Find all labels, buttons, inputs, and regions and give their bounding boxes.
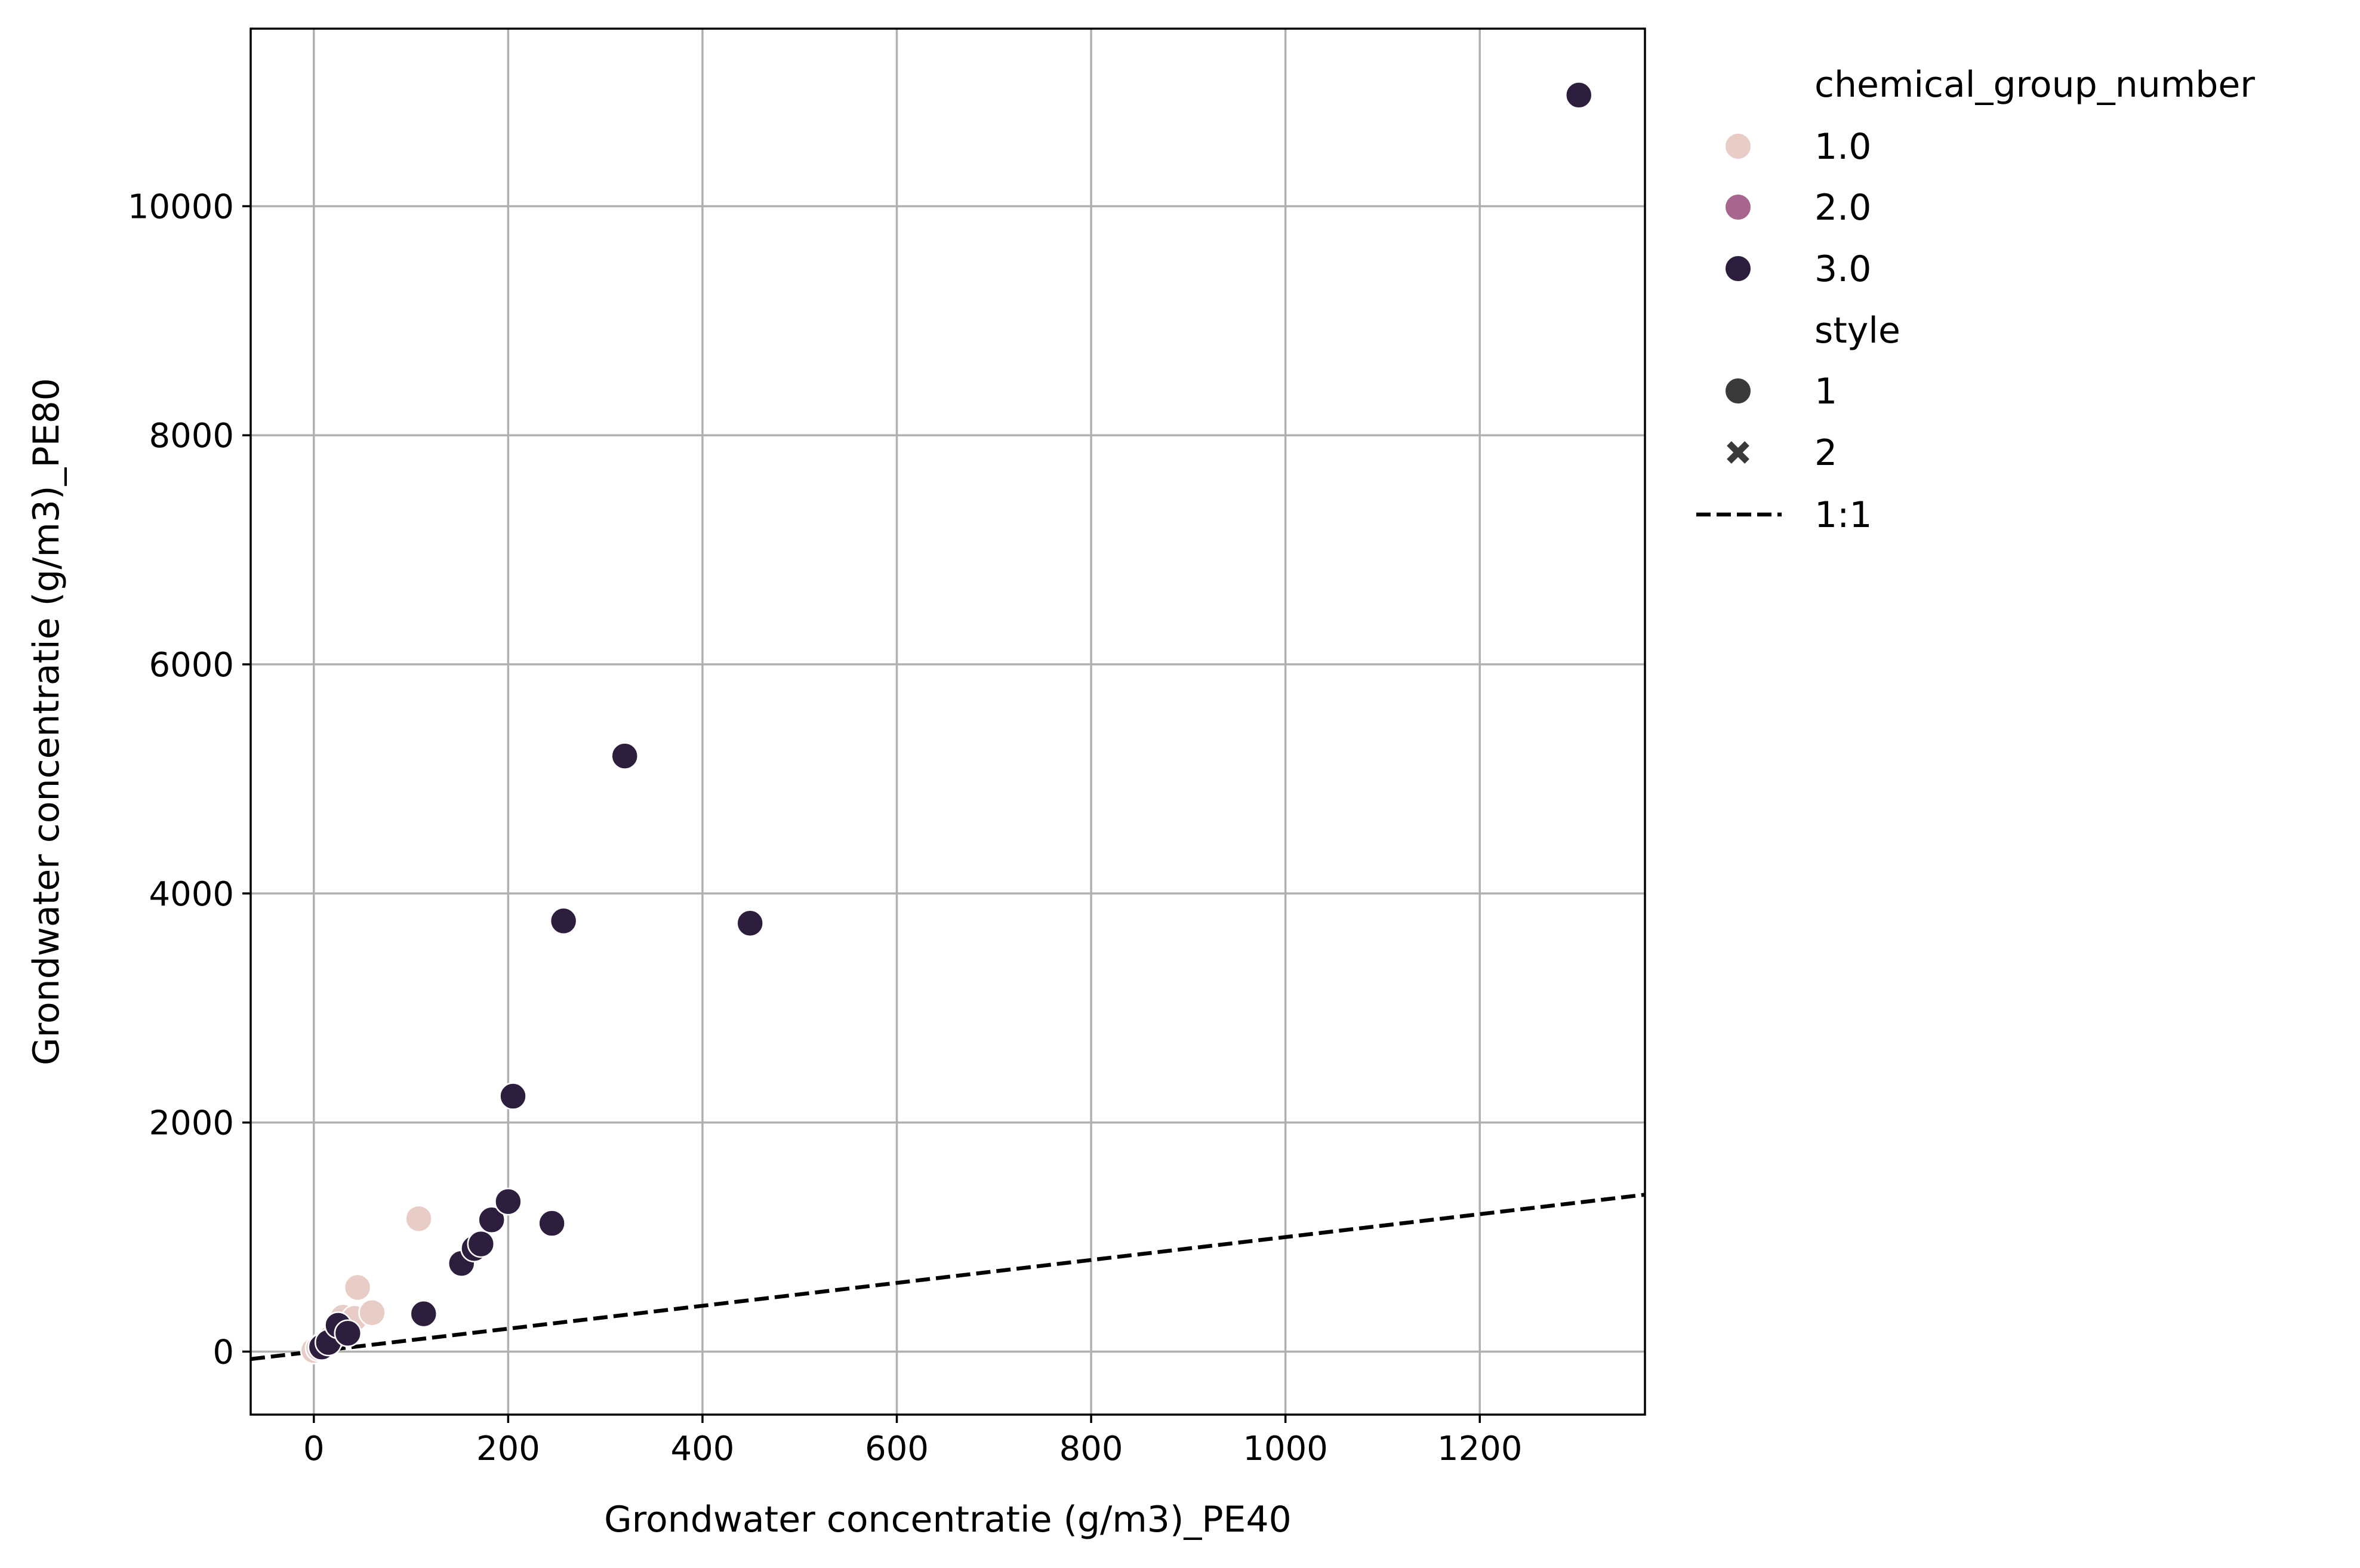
data-point-group-3-0 bbox=[467, 1230, 495, 1258]
y-tick-label: 0 bbox=[212, 1333, 234, 1372]
data-point-group-3-0 bbox=[477, 1206, 506, 1234]
y-tick-label: 2000 bbox=[149, 1104, 234, 1143]
y-tick-label: 4000 bbox=[149, 875, 234, 914]
x-tick-label: 400 bbox=[671, 1430, 735, 1468]
legend-marker-group-1 bbox=[1724, 133, 1752, 160]
legend-label-style-1: 1 bbox=[1814, 371, 1837, 412]
y-tick-label: 10000 bbox=[128, 187, 234, 226]
legend-label-group-2: 2.0 bbox=[1814, 187, 1871, 229]
y-tick-label: 6000 bbox=[149, 646, 234, 685]
data-point-group-3-0 bbox=[334, 1319, 362, 1348]
y-axis-label: Grondwater concentratie (g/m3)_PE80 bbox=[26, 378, 67, 1065]
data-point-group-3-0 bbox=[1565, 81, 1593, 109]
grid-lines bbox=[251, 29, 1645, 1415]
legend-label-one-to-one: 1:1 bbox=[1814, 494, 1872, 536]
data-point-group-3-0 bbox=[549, 907, 578, 935]
legend-label-style-2: 2 bbox=[1814, 432, 1837, 474]
legend-label-group-1: 1.0 bbox=[1814, 126, 1871, 168]
legend-hue-title: chemical_group_number bbox=[1814, 64, 2255, 106]
data-point-group-3-0 bbox=[409, 1299, 438, 1328]
x-tick-label: 0 bbox=[303, 1430, 325, 1468]
one-to-one-line bbox=[250, 1193, 1646, 1361]
data-point-group-3-0 bbox=[494, 1187, 522, 1216]
axis-ticks: 0 200 400 600 800 1000 1200 0 2000 4000 6000 8000 10… bbox=[128, 187, 1523, 1468]
legend-marker-style-2 bbox=[1727, 441, 1749, 464]
data-point-group-3-0 bbox=[538, 1209, 566, 1237]
data-point-group-1-0 bbox=[343, 1273, 372, 1302]
data-point-group-3-0 bbox=[611, 742, 639, 770]
legend-style-title: style bbox=[1814, 310, 1900, 352]
x-tick-label: 600 bbox=[865, 1430, 929, 1468]
data-point-group-3-0 bbox=[499, 1082, 527, 1110]
data-point-group-1-0 bbox=[405, 1205, 433, 1233]
y-tick-label: 8000 bbox=[149, 417, 234, 455]
x-axis-label: Grondwater concentratie (g/m3)_PE40 bbox=[604, 1499, 1292, 1541]
reference-line-layer bbox=[250, 1193, 1646, 1361]
data-points bbox=[300, 81, 1593, 1364]
data-point-group-3-0 bbox=[736, 909, 764, 937]
data-point-group-1-0 bbox=[358, 1298, 386, 1327]
legend-marker-group-2 bbox=[1724, 193, 1752, 221]
legend-marker-group-3 bbox=[1724, 255, 1752, 282]
plot-frame bbox=[249, 27, 1646, 1416]
legend-marker-style-1 bbox=[1724, 377, 1752, 405]
x-tick-label: 1200 bbox=[1437, 1430, 1523, 1468]
x-tick-label: 800 bbox=[1059, 1430, 1123, 1468]
legend-label-group-3: 3.0 bbox=[1814, 248, 1871, 290]
legend: chemical_group_number 1.0 2.0 3.0 style … bbox=[1696, 64, 2255, 536]
x-tick-label: 1000 bbox=[1243, 1430, 1328, 1468]
x-tick-label: 200 bbox=[476, 1430, 540, 1468]
